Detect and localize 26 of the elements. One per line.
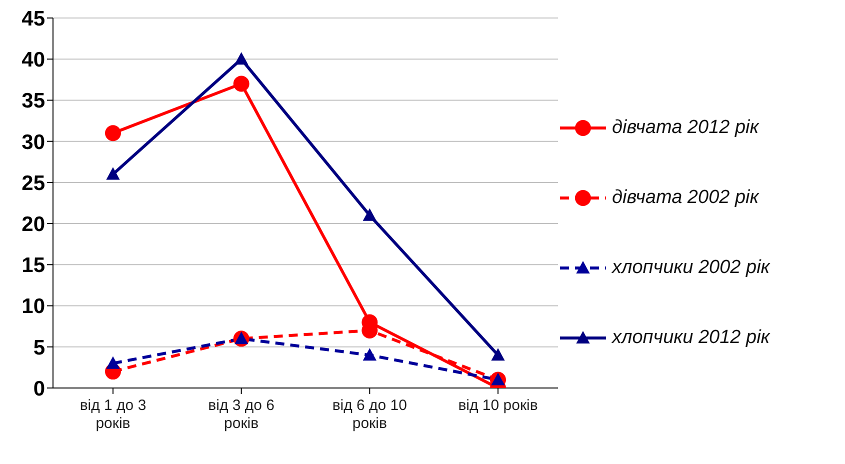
legend-label: дівчата 2002 рік [612,187,759,209]
y-tick-label: 15 [22,254,46,278]
legend-label: хлопчики 2002 рік [612,257,770,279]
point [492,348,504,361]
y-tick-label: 35 [22,90,46,113]
legend-label: хлопчики 2012 рік [612,327,770,349]
x-tick-label: від 1 до 3 років [80,397,146,432]
point [363,208,376,221]
point [363,348,376,361]
y-tick-label: 45 [22,7,46,30]
y-tick-label: 0 [33,377,45,400]
point [105,125,121,142]
x-tick-label: від 3 до 6 років [208,397,275,432]
y-tick-label: 5 [33,336,46,360]
x-tick-label: від 10 років [458,397,538,414]
point [106,356,120,369]
y-tick-label: 10 [22,295,45,318]
y-tick-label: 25 [22,172,46,195]
point [233,76,250,92]
y-tick-label: 30 [22,130,45,154]
point [106,168,120,180]
x-tick-label: від 6 до 10 років [332,397,408,432]
legend-label: дівчата 2012 рік [612,117,759,139]
y-tick-label: 20 [22,213,45,236]
point [234,52,248,65]
y-tick-label: 40 [22,48,45,72]
